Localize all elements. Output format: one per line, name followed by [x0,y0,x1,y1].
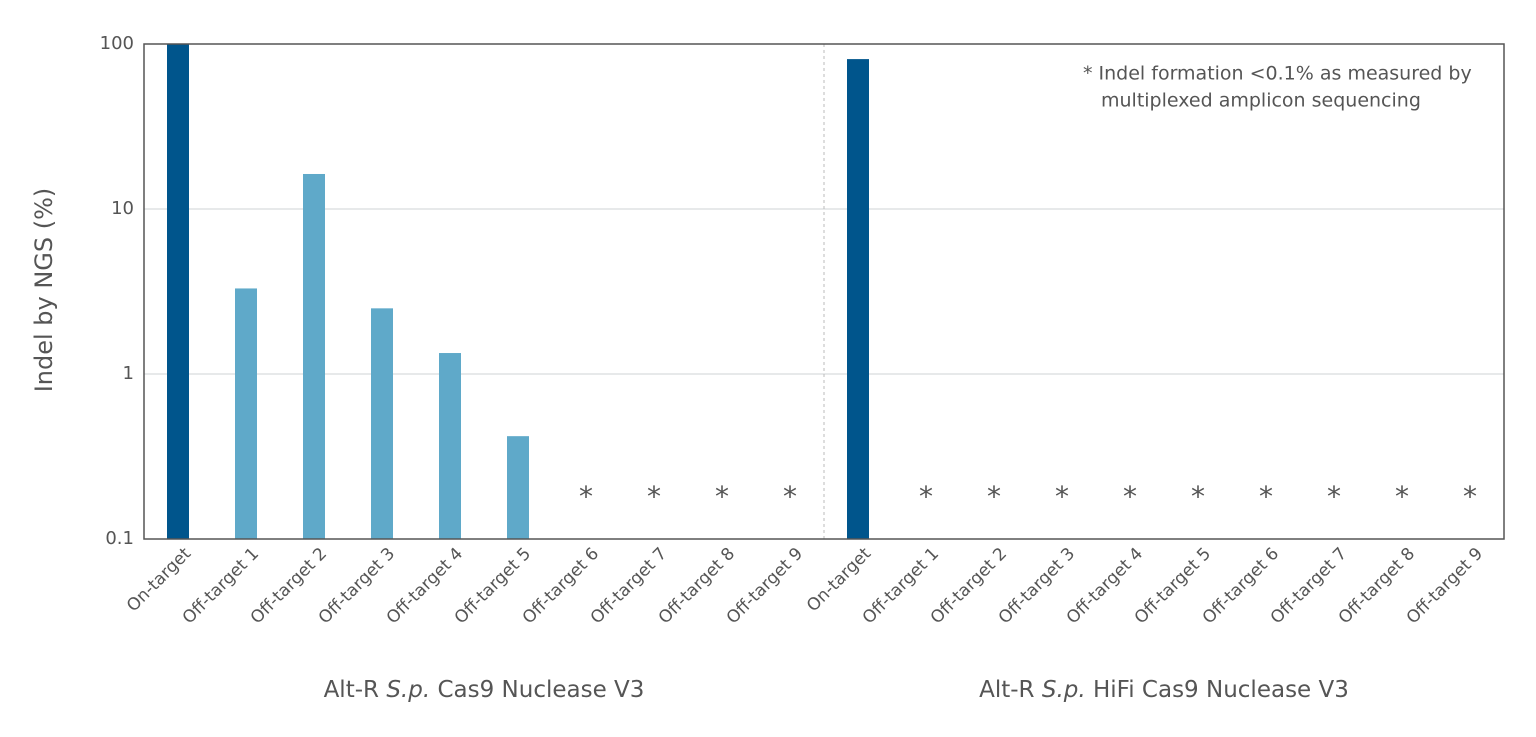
bar [303,173,325,539]
group-label-part: Alt-R [324,677,387,703]
value-label: * [919,480,933,513]
note: multiplexed amplicon sequencing [1101,90,1421,112]
group-label: Alt-R S.p. HiFi Cas9 Nuclease V3 [979,677,1349,703]
value-label: * [715,480,729,513]
value-label: * [1055,480,1069,513]
bar [507,436,529,539]
y-tick-label: 1 [123,363,134,384]
y-tick-label: 10 [111,198,134,219]
group-label-part: Alt-R [979,677,1042,703]
bar [371,308,393,539]
group-label-part: Cas9 Nuclease V3 [430,677,644,703]
value-label: * [1395,480,1409,513]
y-tick-label: 0.1 [105,528,134,549]
note: * Indel formation <0.1% as measured by [1083,63,1472,85]
x-tick-label: On-target [803,544,875,616]
bar [847,59,869,539]
value-label: * [783,480,797,513]
value-label: * [1463,480,1477,513]
value-label: * [987,480,1001,513]
y-tick-label: 100 [100,33,134,54]
bar [439,353,461,539]
group-label-part: S.p. [1042,677,1086,703]
value-label: * [1191,480,1205,513]
bar [235,288,257,539]
value-label: * [1327,480,1341,513]
value-label: * [1123,480,1137,513]
group-label: Alt-R S.p. Cas9 Nuclease V3 [324,677,645,703]
value-label: * [579,480,593,513]
group-label-part: S.p. [386,677,430,703]
plot-frame [143,43,1505,540]
group-label-part: HiFi Cas9 Nuclease V3 [1086,677,1349,703]
x-tick-label: On-target [123,544,195,616]
bar [167,44,189,539]
y-axis-label: Indel by NGS (%) [30,188,58,393]
value-label: * [647,480,661,513]
value-label: * [1259,480,1273,513]
